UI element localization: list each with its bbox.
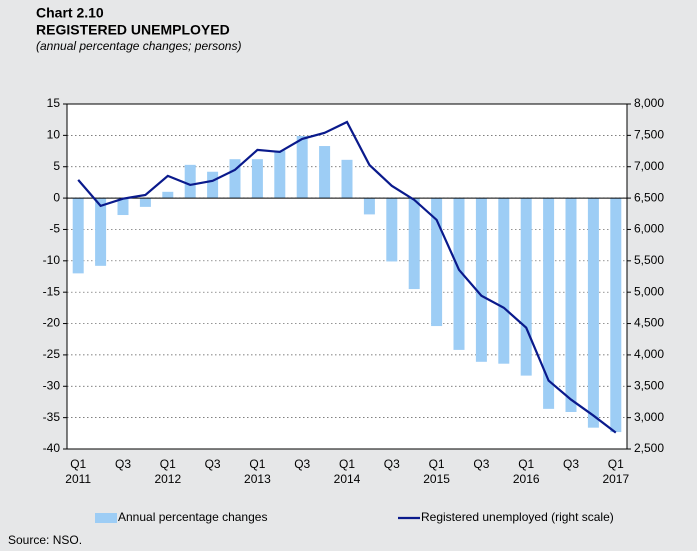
y2-tick-label: 8,000: [634, 96, 664, 110]
y2-tick-label: 6,000: [634, 222, 664, 236]
plot-area: [67, 104, 627, 449]
y-tick-label: -30: [43, 378, 61, 392]
chart-title: REGISTERED UNEMPLOYED: [36, 22, 230, 38]
bar: [72, 198, 84, 274]
bar: [453, 198, 465, 350]
line: [77, 120, 617, 434]
plot-frame: [66, 103, 628, 450]
bar: [296, 135, 308, 199]
bar: [363, 198, 375, 215]
chart-label: Chart 2.10: [36, 5, 104, 21]
bar: [251, 159, 263, 199]
bar: [587, 198, 599, 428]
y2-tick-label: 7,500: [634, 128, 664, 142]
legend-label: Annual percentage changes: [118, 510, 267, 524]
x-group-label: 2012: [154, 472, 181, 486]
y-tick-label: -35: [43, 410, 61, 424]
bar: [117, 198, 129, 216]
x-tick-label: Q3: [205, 457, 221, 471]
x-tick-label: Q3: [563, 457, 579, 471]
y2-tick-label: 5,000: [634, 284, 664, 298]
x-tick-label: Q1: [518, 457, 534, 471]
bar: [139, 198, 151, 207]
y2-tick-label: 3,000: [634, 410, 664, 424]
bar: [565, 198, 577, 412]
y-tick-label: -15: [43, 284, 61, 298]
x-group-label: 2014: [334, 472, 361, 486]
y-tick-label: 5: [53, 159, 60, 173]
x-group-label: 2011: [65, 472, 91, 486]
y-tick-label: -5: [49, 222, 60, 236]
bar: [229, 159, 241, 199]
y-tick-label: -40: [43, 441, 61, 455]
x-group-label: 2016: [513, 472, 540, 486]
y2-tick-label: 7,000: [634, 159, 664, 173]
legend-swatch: [95, 513, 117, 523]
x-tick-label: Q3: [384, 457, 400, 471]
x-tick-label: Q3: [294, 457, 310, 471]
bar: [408, 198, 420, 290]
bar: [543, 198, 555, 409]
x-tick-label: Q3: [115, 457, 131, 471]
x-tick-label: Q1: [70, 457, 86, 471]
y-tick-label: -10: [43, 253, 61, 267]
x-tick-label: Q1: [608, 457, 624, 471]
y2-tick-label: 6,500: [634, 190, 664, 204]
bar: [184, 164, 196, 199]
bar: [162, 191, 174, 199]
x-tick-label: Q1: [249, 457, 265, 471]
x-tick-label: Q1: [160, 457, 176, 471]
x-tick-label: Q3: [473, 457, 489, 471]
bar: [207, 171, 219, 199]
y2-tick-label: 3,500: [634, 378, 664, 392]
x-group-label: 2015: [423, 472, 450, 486]
source: Source: NSO.: [8, 533, 82, 547]
bar: [274, 150, 286, 199]
bar: [475, 198, 487, 362]
x-tick-label: Q1: [339, 457, 355, 471]
bar: [610, 198, 622, 433]
y2-tick-label: 4,000: [634, 347, 664, 361]
legend-label: Registered unemployed (right scale): [421, 510, 614, 524]
y2-tick-label: 4,500: [634, 316, 664, 330]
x-group-label: 2017: [602, 472, 629, 486]
y-tick-label: -25: [43, 347, 61, 361]
chart-subtitle: (annual percentage changes; persons): [36, 39, 241, 53]
bar: [95, 198, 107, 266]
y2-tick-label: 2,500: [634, 441, 664, 455]
bar: [341, 159, 353, 199]
bar: [319, 146, 331, 199]
y-tick-label: 15: [47, 96, 61, 110]
x-group-label: 2013: [244, 472, 271, 486]
y-tick-label: 10: [47, 128, 61, 142]
bar: [498, 198, 510, 364]
y-tick-label: 0: [53, 190, 60, 204]
x-tick-label: Q1: [429, 457, 445, 471]
bar: [431, 198, 443, 327]
bar: [520, 198, 532, 376]
bar: [386, 198, 398, 262]
y2-tick-label: 5,500: [634, 253, 664, 267]
y-tick-label: -20: [43, 316, 61, 330]
